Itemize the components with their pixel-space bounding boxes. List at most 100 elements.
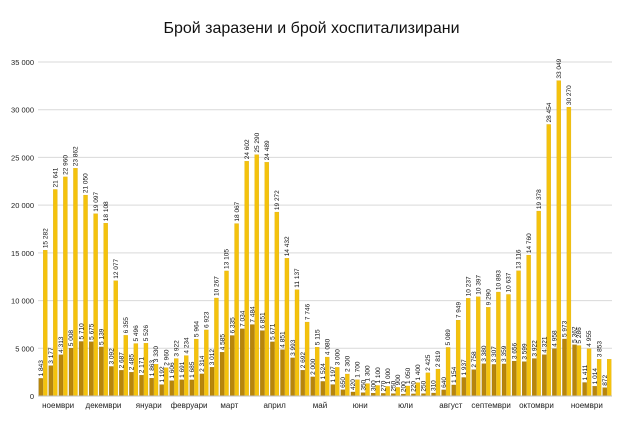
bar-infected	[264, 162, 269, 397]
x-tick-label-month: май	[313, 401, 327, 410]
data-label-hospitalized: 3 092	[109, 348, 116, 365]
bar-infected	[244, 161, 249, 397]
data-label-hospitalized: 3 380	[481, 345, 488, 362]
data-label-infected: 7 746	[304, 303, 311, 320]
data-label-infected: 10 267	[214, 276, 221, 296]
bar-hospitalized	[159, 384, 164, 397]
data-label-infected: 30 270	[566, 85, 573, 105]
bar-hospitalized	[522, 361, 527, 397]
y-tick-label: 10 000	[11, 297, 34, 306]
bar-hospitalized	[199, 373, 205, 397]
y-tick-label: 5 000	[15, 344, 34, 353]
bar-hospitalized	[511, 360, 517, 397]
x-tick-label-month: февруари	[171, 401, 208, 410]
x-axis: ноември декември януари февруари март април ма…	[38, 395, 612, 410]
data-label-infected: 18 108	[103, 201, 110, 221]
bar-hospitalized	[219, 352, 225, 397]
bar-hospitalized	[441, 389, 446, 397]
data-label-infected: 1 000	[385, 368, 392, 385]
data-label-hospitalized: 3 922	[531, 340, 538, 357]
bar-hospitalized	[189, 379, 195, 397]
data-label-infected: 4 080	[324, 338, 331, 355]
bar-infected	[566, 106, 572, 397]
bar-infected	[536, 210, 541, 397]
data-label-hospitalized: 3 012	[209, 349, 216, 366]
data-label-hospitalized: 5 671	[270, 323, 277, 340]
y-tick-label: 20 000	[11, 201, 34, 210]
x-tick-label-month: август	[439, 401, 463, 410]
data-label-infected: 28 454	[546, 102, 553, 122]
bar-infected	[224, 270, 229, 397]
data-label-infected: 4 955	[586, 330, 593, 347]
bar-hospitalized	[501, 363, 507, 397]
data-label-hospitalized: 270	[380, 380, 387, 391]
bar-infected	[556, 80, 561, 397]
data-label-infected: 1 050	[405, 367, 412, 384]
x-tick-label-month: юни	[353, 401, 368, 410]
data-label-hospitalized: 1 192	[159, 366, 166, 383]
bar-infected	[103, 223, 108, 397]
bar-hospitalized	[340, 389, 346, 397]
bar-hospitalized	[461, 377, 466, 397]
bar-infected	[93, 213, 98, 397]
x-tick-label-month: септември	[471, 401, 510, 410]
data-label-hospitalized: 310	[431, 380, 438, 391]
data-label-infected: 9 290	[486, 289, 493, 306]
bar-hospitalized	[360, 392, 366, 397]
data-label-hospitalized: 872	[602, 374, 609, 385]
bar-infected	[506, 294, 511, 397]
data-label-infected: 23 862	[73, 146, 80, 166]
x-tick-label-month: ноември	[42, 401, 74, 410]
data-label-hospitalized: 220	[411, 381, 418, 392]
bar-hospitalized	[139, 375, 144, 397]
bar-infected	[73, 168, 78, 397]
data-label-infected: 4 234	[183, 337, 190, 354]
y-tick-label: 35 000	[11, 58, 34, 67]
data-label-infected: 10 397	[475, 275, 482, 295]
bar-infected	[466, 298, 471, 397]
bar-hospitalized	[38, 378, 43, 397]
bar-hospitalized	[89, 341, 94, 397]
bar-hospitalized	[592, 386, 597, 397]
bar-hospitalized	[481, 363, 487, 397]
data-label-infected: 12 077	[113, 258, 120, 278]
bar-hospitalized	[179, 379, 184, 397]
bar-hospitalized	[149, 378, 154, 397]
data-label-infected: 10 637	[506, 272, 513, 292]
grid-layer	[38, 61, 612, 397]
x-tick-label-month: ноември	[571, 401, 603, 410]
data-label-infected: 19 378	[536, 189, 543, 209]
bar-hospitalized	[562, 338, 567, 397]
bar-infected	[516, 270, 521, 397]
data-label-infected: 10 237	[465, 276, 472, 296]
data-label-hospitalized: 3 177	[48, 347, 55, 364]
data-label-infected: 33 049	[556, 58, 563, 78]
bar-infected	[113, 280, 118, 397]
data-label-infected: 2 300	[345, 355, 352, 372]
x-tick-label-month: октомври	[519, 401, 554, 410]
data-label-hospitalized: 650	[340, 377, 347, 388]
bar-infected	[83, 194, 88, 397]
bar-hospitalized	[209, 367, 215, 397]
data-label-hospitalized: 2 000	[310, 358, 317, 375]
data-label-hospitalized: 6 851	[260, 312, 267, 329]
data-label-hospitalized: 4 958	[552, 330, 559, 347]
bar-hospitalized	[552, 348, 557, 397]
data-label-infected: 5 115	[314, 329, 321, 345]
data-label-hospitalized: 1 524	[320, 363, 327, 380]
data-label-hospitalized: 5 710	[78, 323, 85, 340]
data-label-infected: 22 960	[63, 155, 70, 175]
data-label-infected: 1 700	[355, 361, 362, 378]
data-label-hospitalized: 3 993	[290, 339, 297, 356]
data-label-hospitalized: 1 843	[38, 360, 45, 377]
y-tick-label: 0	[30, 392, 34, 401]
data-label-hospitalized: 7 034	[239, 310, 246, 327]
data-label-hospitalized: 3 599	[521, 343, 528, 360]
bar-hospitalized	[229, 335, 235, 397]
data-label-hospitalized: 300	[370, 380, 377, 391]
data-label-hospitalized: 1 014	[592, 368, 599, 385]
bar-infected	[234, 223, 239, 397]
data-label-hospitalized: 3 307	[491, 346, 498, 363]
bar-hospitalized	[129, 372, 134, 397]
